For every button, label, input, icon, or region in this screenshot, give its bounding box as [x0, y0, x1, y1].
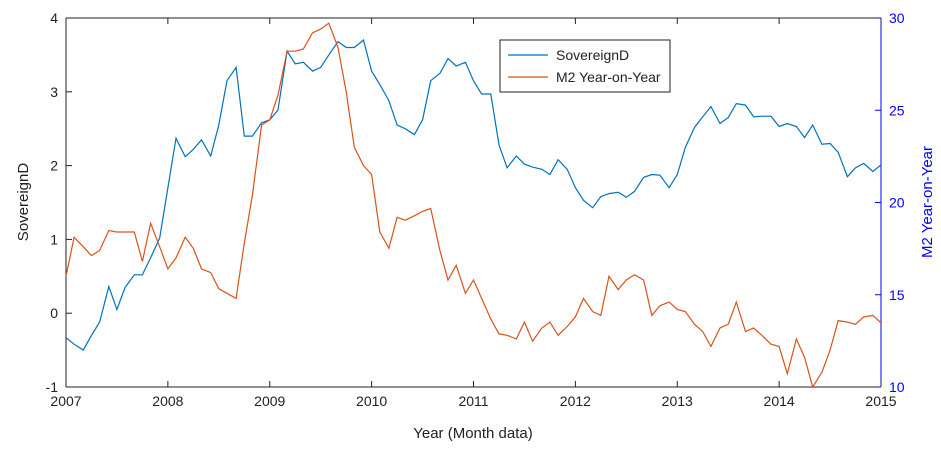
legend-label: M2 Year-on-Year [556, 69, 661, 85]
x-tick-label: 2010 [356, 393, 387, 409]
y-axis-label: SovereignD [15, 163, 32, 242]
data-line [65, 22, 882, 389]
x-tick-label: 2015 [865, 393, 896, 409]
y2-tick-label: 10 [889, 379, 905, 395]
x-tick-label: 2014 [764, 393, 795, 409]
legend-box [499, 39, 671, 93]
y2-axis-label: M2 Year-on-Year [919, 146, 936, 258]
y-tick-label: 1 [50, 231, 58, 247]
x-axis-label: Year (Month data) [413, 425, 533, 442]
y2-tick-label: 25 [889, 102, 905, 118]
y2-tick-label: 15 [889, 287, 905, 303]
y-tick-label: 0 [50, 305, 58, 321]
x-tick-label: 2013 [662, 393, 693, 409]
x-tick-label: 2011 [458, 393, 488, 409]
y2-tick-label: 20 [889, 195, 905, 211]
x-tick-label: 2008 [152, 393, 183, 409]
legend-label: SovereignD [556, 47, 629, 63]
y-tick-label: 2 [50, 158, 58, 174]
x-tick-label: 2012 [560, 393, 591, 409]
x-tick-label: 2007 [50, 393, 81, 409]
data-line [65, 39, 882, 351]
y-tick-label: -1 [46, 379, 59, 395]
y2-tick-label: 30 [889, 10, 905, 26]
y-tick-label: 4 [50, 10, 58, 26]
x-tick-label: 2009 [254, 393, 285, 409]
y-tick-label: 3 [50, 84, 58, 100]
